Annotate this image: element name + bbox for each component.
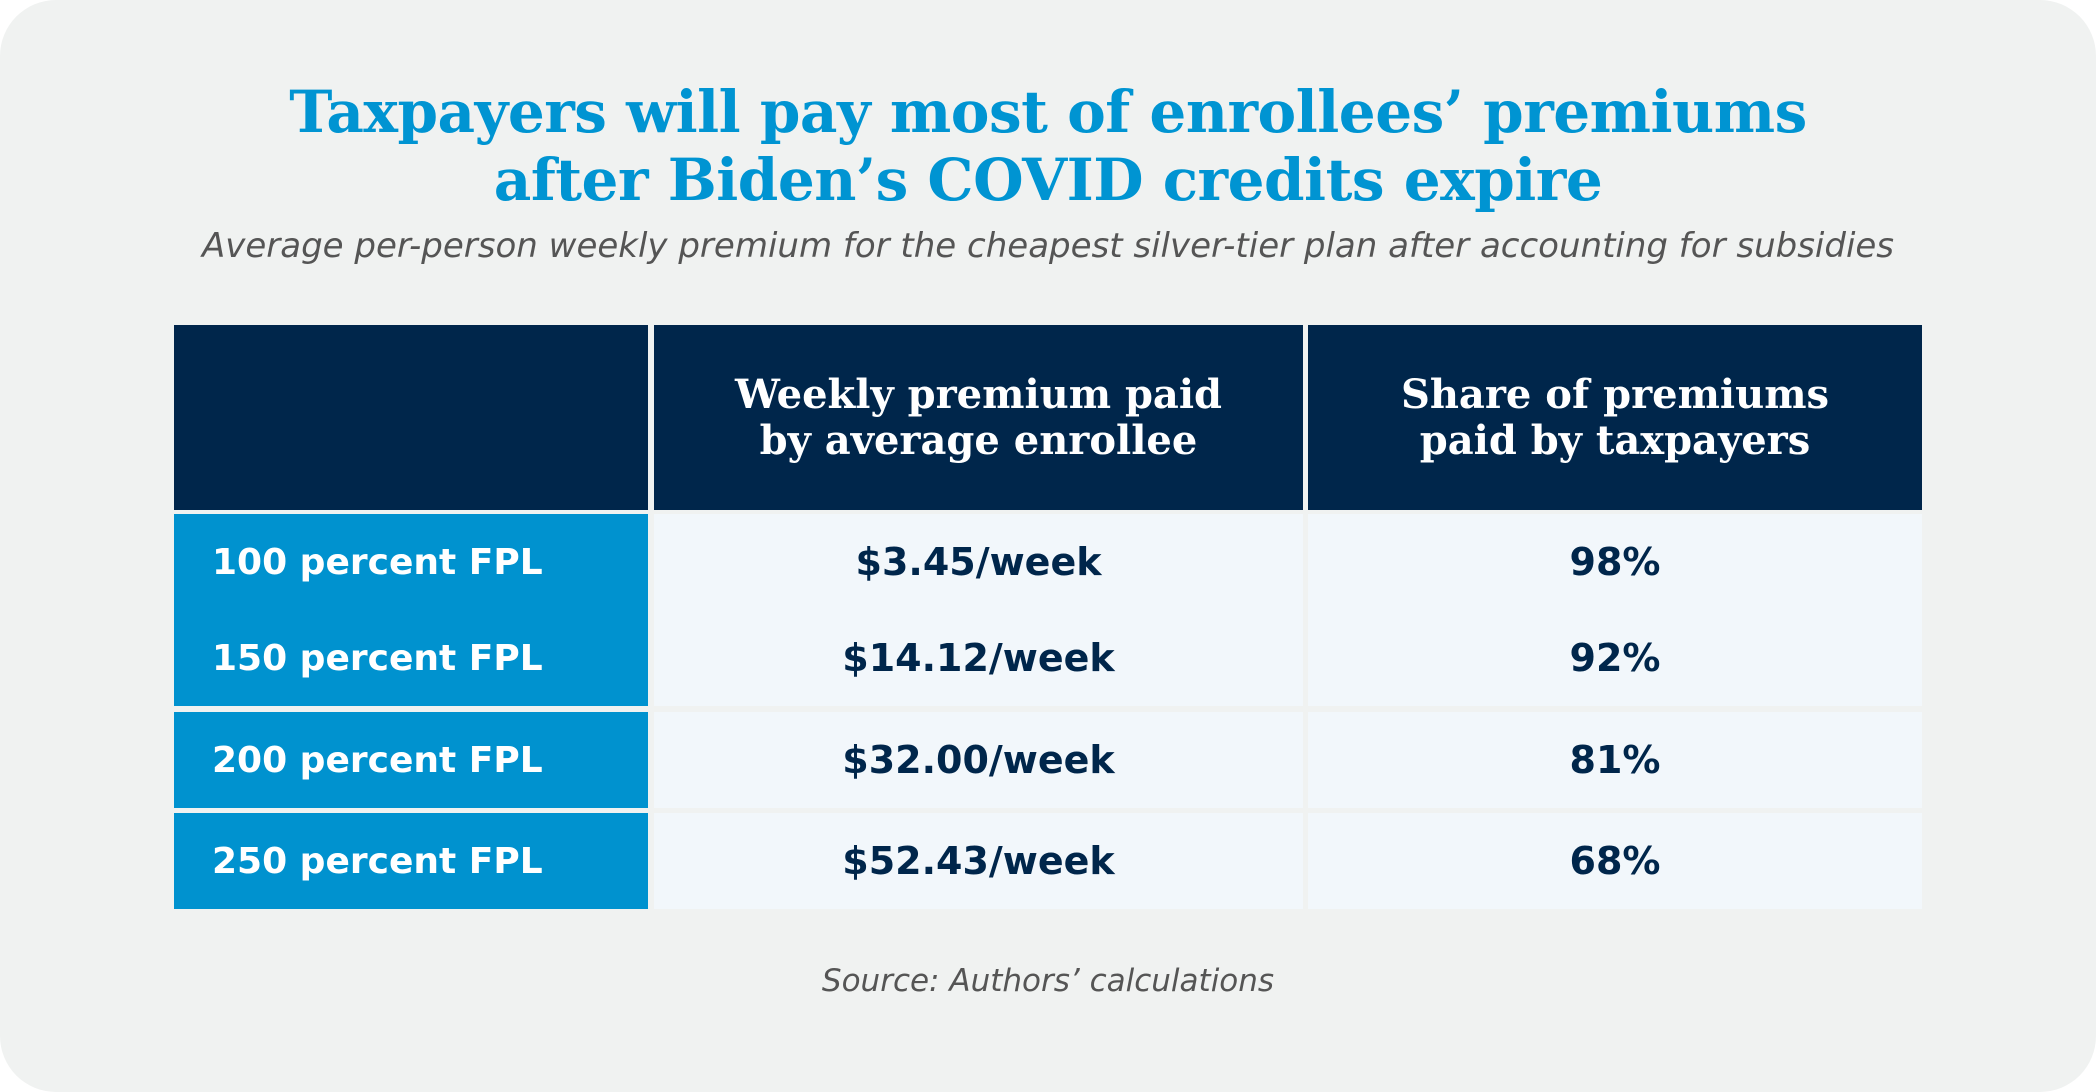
weekly-premium-value: $3.45/week bbox=[654, 514, 1303, 610]
taxpayer-share-value: 68% bbox=[1308, 813, 1922, 909]
weekly-premium-value: $14.12/week bbox=[654, 610, 1303, 706]
header-taxpayer-share: Share of premiums paid by taxpayers bbox=[1308, 325, 1922, 510]
weekly-premium-value: $32.00/week bbox=[654, 712, 1303, 808]
row-label: 150 percent FPL bbox=[174, 610, 648, 706]
row-label: 250 percent FPL bbox=[174, 813, 648, 909]
title-line-2: after Biden’s COVID credits expire bbox=[493, 146, 1603, 214]
subtitle: Average per-person weekly premium for th… bbox=[201, 226, 1895, 266]
row-label: 100 percent FPL bbox=[174, 514, 648, 610]
title: Taxpayers will pay most of enrollees’ pr… bbox=[0, 78, 2096, 214]
header-empty bbox=[174, 325, 648, 510]
taxpayer-share-value: 92% bbox=[1308, 610, 1922, 706]
header-weekly-premium: Weekly premium paid by average enrollee bbox=[654, 325, 1303, 510]
taxpayer-share-value: 81% bbox=[1308, 712, 1922, 808]
row-label: 200 percent FPL bbox=[174, 712, 648, 808]
weekly-premium-value: $52.43/week bbox=[654, 813, 1303, 909]
source-note: Source: Authors’ calculations bbox=[821, 963, 1275, 999]
taxpayer-share-value: 98% bbox=[1308, 514, 1922, 610]
title-line-1: Taxpayers will pay most of enrollees’ pr… bbox=[289, 78, 1807, 146]
